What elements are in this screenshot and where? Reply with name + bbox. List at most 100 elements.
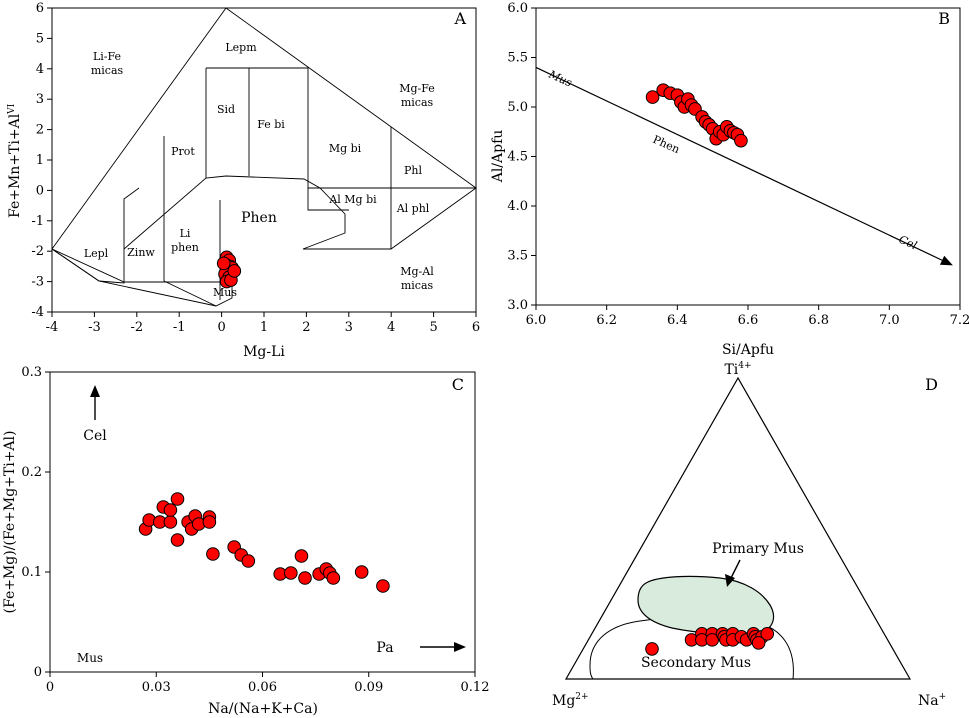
panel-c-label-pa: Pa xyxy=(376,640,393,656)
panel-c-y-ticks: 0 0.1 0.2 0.3 xyxy=(21,365,50,680)
panel-a-letter: A xyxy=(453,9,466,28)
x-tick-label: 1 xyxy=(260,320,268,335)
field-label-al-phl: Al phl xyxy=(396,202,430,215)
field-label-mg-al: Mg-Al xyxy=(400,265,434,278)
panel-b-trend-arrowhead xyxy=(939,255,953,266)
panel-a-points xyxy=(216,250,242,289)
panel-c-xlabel: Na/(Na+K+Ca) xyxy=(208,701,318,717)
data-point xyxy=(216,256,231,271)
x-tick-label: -3 xyxy=(88,320,101,335)
panel-b-x-ticks: 6.0 6.2 6.4 6.6 6.8 7.0 7.2 xyxy=(526,305,969,328)
data-point xyxy=(734,133,748,148)
panel-a-ylabel-main: Fe+Mn+Ti+Al xyxy=(7,113,23,218)
data-point xyxy=(294,549,309,563)
y-tick-label: 6 xyxy=(36,1,44,16)
x-tick-label: 7.2 xyxy=(950,313,969,328)
field-label-phen: Phen xyxy=(241,210,277,226)
panel-b-xlabel: Si/Apfu xyxy=(722,342,774,358)
panel-b: B Mus Phen Cel Si/Apfu Al/Apfu 6.0 6.2 6.4… xyxy=(490,1,969,358)
x-tick-label: 0 xyxy=(46,680,54,695)
field-label-sid: Sid xyxy=(217,103,235,116)
panel-a-x-ticks: -4 -3 -2 -1 0 1 2 3 4 5 6 xyxy=(46,312,480,335)
data-point xyxy=(163,503,178,517)
x-tick-label: 6.2 xyxy=(596,313,617,328)
field-label-mg-bi: Mg bi xyxy=(329,142,362,155)
x-tick-label: 6.8 xyxy=(808,313,829,328)
panel-d-points xyxy=(645,627,775,656)
panel-a-xlabel: Mg-Li xyxy=(243,344,285,360)
x-tick-label: 6.6 xyxy=(738,313,759,328)
field-outline-lower xyxy=(51,248,233,307)
panel-c-letter: C xyxy=(452,375,464,394)
apex-ti-label: Ti xyxy=(724,362,738,378)
y-tick-label: -4 xyxy=(31,305,44,320)
panel-d: D Ti4+ Mg2+ Na+ Primary Mus Secondary Mu… xyxy=(552,361,946,709)
x-tick-label: 2 xyxy=(302,320,310,335)
y-tick-label: 3.5 xyxy=(507,249,528,264)
data-point xyxy=(227,264,242,278)
x-tick-label: 6.4 xyxy=(667,313,688,328)
field-line-lepm xyxy=(206,67,476,189)
x-tick-label: -1 xyxy=(173,320,186,335)
panel-b-ylabel: Al/Apfu xyxy=(490,130,506,184)
primary-arrow-head xyxy=(725,574,735,587)
panel-b-label-phen: Phen xyxy=(651,133,682,156)
data-point xyxy=(645,642,659,656)
data-point xyxy=(170,533,185,547)
apex-ti-sup: 4+ xyxy=(738,361,751,371)
primary-mus-field xyxy=(637,575,775,635)
panel-c-cel-arrow xyxy=(90,385,100,420)
x-tick-label: 0.03 xyxy=(142,680,171,695)
y-tick-label: -1 xyxy=(31,214,44,229)
x-tick-label: 5 xyxy=(429,320,437,335)
field-label-mg-al-micas: micas xyxy=(401,279,434,292)
y-tick-label: 0 xyxy=(34,665,42,680)
apex-mg-sup: 2+ xyxy=(575,692,588,702)
y-tick-label: 1 xyxy=(36,153,44,168)
x-tick-label: 7.0 xyxy=(879,313,900,328)
primary-arrow-shaft xyxy=(730,559,741,579)
panel-b-trend-line xyxy=(535,66,943,261)
field-label-lepl: Lepl xyxy=(84,247,109,260)
panel-a-field-labels: Li-Fe micas Lepm Mg-Fe micas Sid Fe bi P… xyxy=(84,41,435,299)
panel-d-letter: D xyxy=(925,375,938,394)
panel-c-x-ticks: 0 0.03 0.06 0.09 0.12 xyxy=(46,672,490,695)
y-tick-label: 5 xyxy=(36,31,44,46)
data-point xyxy=(298,571,312,585)
data-point xyxy=(170,492,185,506)
field-label-li-fe-micas: micas xyxy=(91,64,124,77)
y-tick-label: 4.5 xyxy=(507,150,528,165)
field-label-mg-fe-micas: micas xyxy=(401,96,434,109)
y-tick-label: 5.0 xyxy=(507,100,528,115)
field-label-phl: Phl xyxy=(404,164,422,177)
panel-c-frame xyxy=(49,371,476,673)
x-tick-label: -4 xyxy=(46,320,59,335)
field-label-mg-fe: Mg-Fe xyxy=(399,82,435,95)
data-point xyxy=(645,90,660,104)
panel-a-field-boundaries xyxy=(51,7,477,307)
field-label-lepm: Lepm xyxy=(225,41,257,54)
panel-c-label-mus: Mus xyxy=(77,651,103,665)
field-label-li: Li xyxy=(180,227,191,240)
y-tick-label: -2 xyxy=(31,244,44,259)
field-label-zinw: Zinw xyxy=(127,246,155,259)
panel-a-ylabel-sup: VI xyxy=(7,103,17,114)
x-tick-label: 0.12 xyxy=(461,680,490,695)
panel-a-y-ticks: -4 -3 -2 -1 0 1 2 3 4 5 6 xyxy=(31,1,52,320)
y-tick-label: -3 xyxy=(31,275,44,290)
y-tick-label: 0.2 xyxy=(21,465,42,480)
panel-c: C Cel Pa Mus Na/(Na+K+Ca) (Fe+Mg)/(Fe+Mg… xyxy=(2,365,489,717)
ternary-apex-mg: Mg2+ xyxy=(552,692,589,709)
data-point xyxy=(206,547,220,561)
panel-a-ylabel: Fe+Mn+Ti+AlVI xyxy=(7,103,23,218)
x-tick-label: 6 xyxy=(472,320,480,335)
y-tick-label: 4.0 xyxy=(507,199,528,214)
panel-b-letter: B xyxy=(938,9,950,28)
data-point xyxy=(163,515,178,529)
panel-c-ylabel: (Fe+Mg)/(Fe+Mg+Ti+Al) xyxy=(2,431,18,614)
ternary-apex-na: Na+ xyxy=(918,692,946,709)
panel-a: Li-Fe micas Lepm Mg-Fe micas Sid Fe bi P… xyxy=(7,1,480,360)
primary-mus-label: Primary Mus xyxy=(712,541,804,557)
data-point xyxy=(284,566,298,580)
